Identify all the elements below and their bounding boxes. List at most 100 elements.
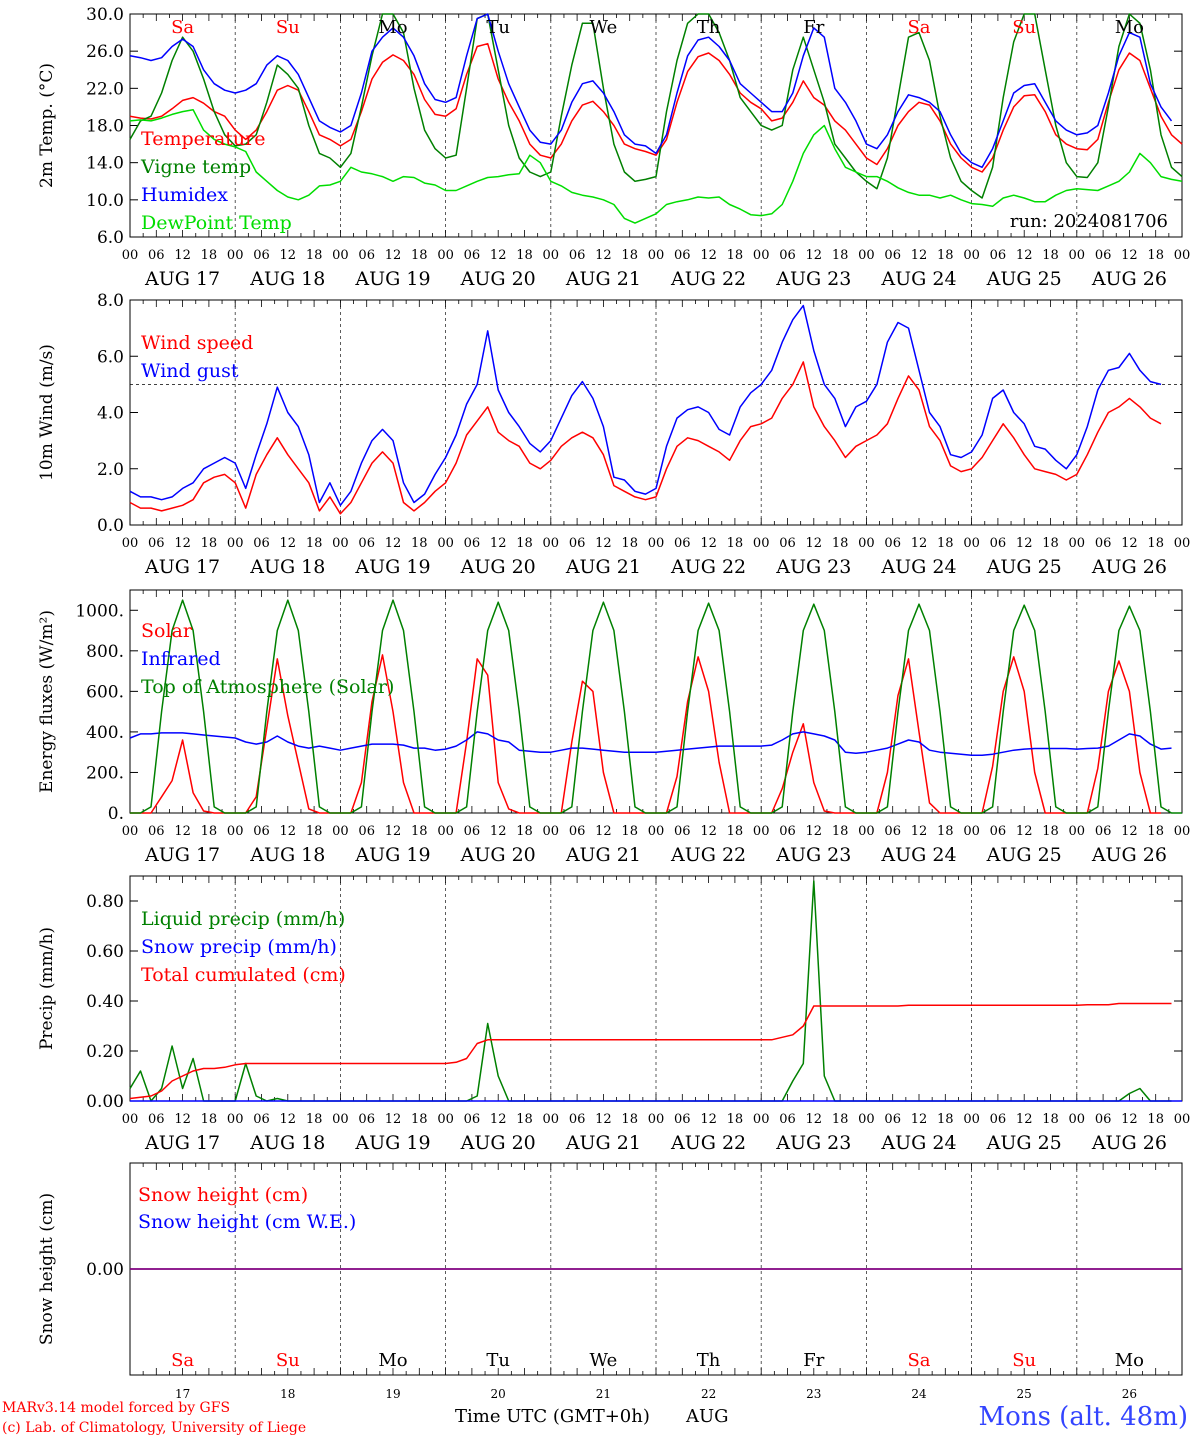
y-axis-title: Energy fluxes (W/m²) — [37, 610, 57, 793]
day-number-label: 18 — [280, 1387, 295, 1401]
y-tick-label: 22.0 — [86, 79, 124, 99]
hour-tick-label: 12 — [174, 1112, 191, 1127]
y-tick-label: 600. — [86, 682, 124, 702]
hour-tick-label: 00 — [227, 824, 244, 839]
weekday-label: Mo — [378, 17, 407, 38]
hour-tick-label: 00 — [543, 1112, 560, 1127]
day-number-label: 20 — [491, 1387, 506, 1401]
panel-2: 0.0 2.0 4.0 6.0 8.0 10m Wind (m/s) Wind speed W… — [37, 291, 1190, 578]
hour-tick-label: 00 — [437, 248, 454, 263]
hour-tick-label: 06 — [464, 248, 481, 263]
day-label: AUG 18 — [249, 268, 325, 290]
hour-tick-label: 18 — [937, 1112, 954, 1127]
series-line — [130, 599, 1182, 814]
hour-tick-label: 00 — [963, 1112, 980, 1127]
hour-tick-label: 00 — [122, 824, 139, 839]
hour-tick-label: 00 — [753, 824, 770, 839]
day-label: AUG 19 — [354, 844, 430, 866]
hour-tick-label: 18 — [516, 824, 533, 839]
day-label: AUG 19 — [354, 556, 430, 578]
hour-tick-label: 18 — [1147, 824, 1164, 839]
hour-tick-label: 00 — [543, 824, 560, 839]
hour-tick-label: 06 — [1095, 824, 1112, 839]
y-tick-label: 10.0 — [86, 191, 124, 211]
hour-tick-label: 00 — [437, 1112, 454, 1127]
hour-tick-label: 00 — [753, 536, 770, 551]
day-label: AUG 21 — [565, 556, 641, 578]
hour-tick-label: 00 — [332, 248, 349, 263]
day-label: AUG 22 — [670, 556, 746, 578]
hour-tick-label: 06 — [884, 1112, 901, 1127]
hour-tick-label: 18 — [411, 536, 428, 551]
hour-tick-label: 18 — [621, 536, 638, 551]
hour-tick-label: 06 — [464, 824, 481, 839]
legend-entry: Snow height (cm) — [138, 1184, 308, 1206]
hour-tick-label: 12 — [1016, 536, 1033, 551]
hour-tick-label: 06 — [884, 536, 901, 551]
legend-entry: Humidex — [141, 184, 228, 206]
day-label: AUG 23 — [775, 268, 851, 290]
hour-tick-label: 06 — [779, 824, 796, 839]
day-label: AUG 23 — [775, 556, 851, 578]
hour-tick-label: 06 — [674, 536, 691, 551]
hour-tick-label: 06 — [358, 824, 375, 839]
day-label: AUG 25 — [986, 844, 1062, 866]
hour-tick-label: 12 — [700, 824, 717, 839]
weekday-label: Th — [697, 17, 721, 38]
hour-tick-label: 12 — [385, 248, 402, 263]
legend-entry: Vigne temp — [140, 156, 251, 178]
hour-tick-label: 18 — [306, 536, 323, 551]
weekday-label: Sa — [907, 1350, 930, 1371]
panel-1: 6.0 10.0 14.0 18.0 22.0 26.0 30.0 2m Temp. (°C)… — [37, 5, 1190, 290]
hour-tick-label: 06 — [148, 1112, 165, 1127]
legend-entry: Solar — [141, 620, 193, 642]
day-label: AUG 18 — [249, 844, 325, 866]
hour-tick-label: 06 — [358, 248, 375, 263]
hour-tick-label: 18 — [727, 536, 744, 551]
hour-tick-label: 00 — [1174, 824, 1191, 839]
day-number-label: 25 — [1017, 1387, 1032, 1401]
y-tick-label: 800. — [86, 642, 124, 662]
hour-tick-label: 00 — [122, 1112, 139, 1127]
hour-tick-label: 00 — [858, 824, 875, 839]
day-label: AUG 21 — [565, 268, 641, 290]
weekday-label: We — [590, 17, 618, 38]
hour-tick-label: 00 — [332, 824, 349, 839]
legend-entry: Liquid precip (mm/h) — [141, 908, 345, 930]
series-line — [129, 1002, 1172, 1100]
day-label: AUG 20 — [460, 268, 536, 290]
weekday-label: Sa — [171, 1350, 194, 1371]
hour-tick-label: 06 — [990, 248, 1007, 263]
hour-tick-label: 06 — [674, 824, 691, 839]
hour-tick-label: 18 — [937, 248, 954, 263]
weekday-label: Sa — [171, 17, 194, 38]
hour-tick-label: 06 — [253, 1112, 270, 1127]
hour-tick-label: 18 — [1147, 1112, 1164, 1127]
hour-tick-label: 12 — [280, 248, 297, 263]
legend-entry: Wind gust — [141, 360, 239, 382]
hour-tick-label: 18 — [516, 1112, 533, 1127]
weekday-label: Tu — [486, 17, 510, 38]
hour-tick-label: 00 — [543, 248, 560, 263]
series-line — [129, 13, 1183, 199]
hour-tick-label: 06 — [1095, 248, 1112, 263]
hour-tick-label: 00 — [1174, 248, 1191, 263]
hour-tick-label: 06 — [569, 824, 586, 839]
hour-tick-label: 12 — [1016, 824, 1033, 839]
hour-tick-label: 12 — [490, 248, 507, 263]
hour-tick-label: 00 — [1174, 536, 1191, 551]
day-number-label: 17 — [175, 1387, 190, 1401]
hour-tick-label: 18 — [727, 824, 744, 839]
hour-tick-label: 12 — [1121, 536, 1138, 551]
run-annotation: run: 2024081706 — [1010, 211, 1168, 232]
y-tick-label: 0.40 — [86, 992, 124, 1012]
weekday-label: Mo — [378, 1350, 407, 1371]
legend-entry: Snow precip (mm/h) — [141, 936, 337, 958]
hour-tick-label: 06 — [358, 1112, 375, 1127]
y-tick-label: 0.60 — [86, 942, 124, 962]
hour-tick-label: 12 — [174, 248, 191, 263]
day-label: AUG 24 — [880, 268, 956, 290]
day-label: AUG 18 — [249, 556, 325, 578]
y-tick-label: 6.0 — [97, 347, 124, 367]
